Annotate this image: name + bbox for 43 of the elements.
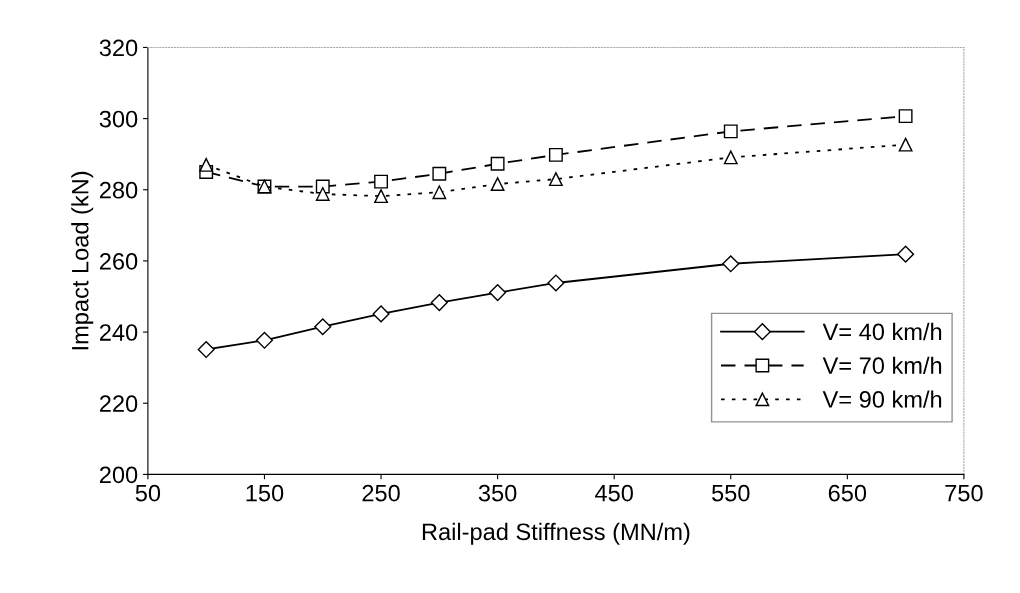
- point: [430, 293, 448, 312]
- x-tick-label: 350: [478, 484, 517, 502]
- x-tick-label: 750: [945, 484, 983, 502]
- x-tick-label: 550: [712, 484, 750, 502]
- point: [898, 137, 913, 152]
- point: [723, 124, 738, 139]
- point: [548, 147, 563, 162]
- y-tick-label: 220: [99, 395, 138, 413]
- x-tick-label: 450: [595, 484, 633, 502]
- point: [197, 340, 215, 359]
- point: [374, 174, 388, 189]
- x-tick-label: 150: [246, 484, 284, 502]
- y-tick-label: 260: [99, 252, 138, 270]
- y-tick-label: 300: [99, 110, 138, 128]
- point: [432, 185, 447, 200]
- y-tick-label: 280: [99, 181, 138, 199]
- point: [372, 305, 390, 323]
- x-tick-label: 650: [828, 484, 867, 502]
- x-tick-label: 50: [135, 484, 161, 502]
- point: [547, 274, 565, 292]
- y-axis-title: Impact Load (kN): [71, 171, 94, 350]
- legend-label: V= 90 km/h: [822, 390, 942, 408]
- x-axis-title: Rail-pad Stiffness (MN/m): [422, 522, 690, 545]
- point: [374, 189, 388, 204]
- point: [315, 187, 330, 201]
- point: [898, 109, 913, 124]
- point: [490, 177, 505, 192]
- x-tick-label: 250: [362, 484, 400, 502]
- point: [548, 172, 563, 187]
- y-tick-label: 200: [99, 466, 138, 484]
- legend-label: V= 40 km/h: [822, 322, 942, 341]
- point: [314, 318, 332, 336]
- point: [255, 331, 274, 349]
- point: [199, 157, 214, 172]
- legend-label: V= 70 km/h: [822, 356, 942, 374]
- y-tick-label: 320: [99, 39, 138, 57]
- point: [490, 156, 505, 171]
- y-tick-label: 240: [99, 324, 138, 341]
- point: [489, 284, 507, 302]
- point: [722, 255, 740, 273]
- point: [723, 150, 738, 165]
- point: [897, 245, 915, 263]
- point: [432, 166, 447, 181]
